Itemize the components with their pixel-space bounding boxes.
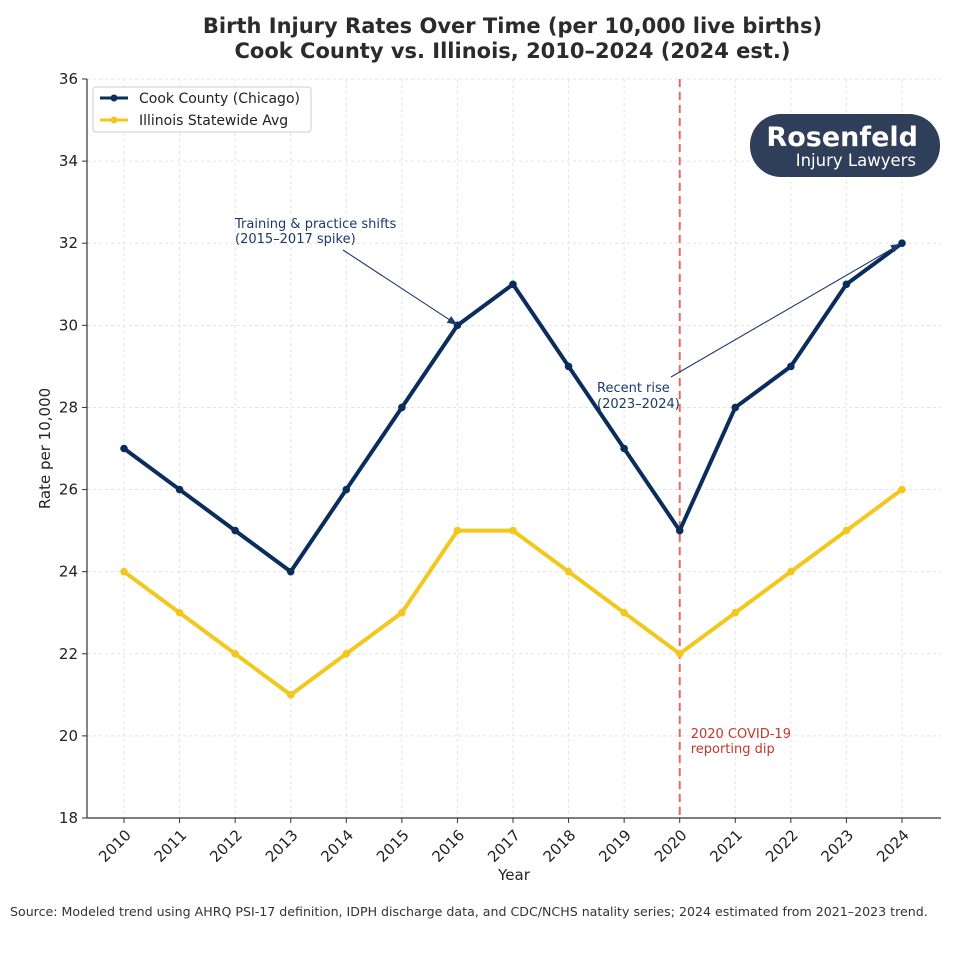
annotation-line: Recent rise [597, 381, 670, 396]
data-point-cook [342, 485, 351, 494]
x-tick-label: 2010 [95, 826, 135, 866]
legend-marker-illinois [110, 116, 118, 124]
x-tick-label: 2013 [262, 826, 302, 866]
data-point-cook [286, 567, 295, 576]
data-point-cook [564, 362, 573, 371]
data-point-cook [842, 280, 851, 289]
data-point-cook [675, 526, 684, 535]
x-tick-label: 2011 [151, 826, 191, 866]
y-tick-label: 28 [59, 398, 78, 416]
y-axis-title: Rate per 10,000 [36, 388, 54, 509]
annotation-training-shifts: Training & practice shifts (2015–2017 spi… [234, 217, 396, 247]
data-point-illinois [898, 485, 906, 494]
annotation-arrow-training [342, 249, 458, 325]
y-tick-label: 32 [59, 234, 78, 252]
y-tick-label: 30 [59, 316, 78, 334]
data-point-cook [898, 239, 906, 248]
line-chart: 2020 COVID-19 reporting dip 1820222426283… [36, 70, 941, 884]
logo-tagline: Injury Lawyers [796, 151, 916, 170]
data-point-cook [120, 444, 128, 453]
data-point-illinois [842, 526, 851, 535]
annotation-line: (2015–2017 spike) [235, 232, 356, 247]
annotations: Training & practice shifts (2015–2017 spi… [234, 217, 901, 412]
covid-dip-label-line: reporting dip [691, 742, 775, 757]
logo-name: Rosenfeld [766, 122, 918, 153]
data-point-cook [620, 444, 628, 453]
rosenfeld-logo: Rosenfeld Injury Lawyers [750, 114, 940, 177]
series-lines [120, 239, 906, 699]
x-tick-label: 2015 [373, 826, 413, 866]
annotation-arrow-recent [670, 243, 901, 378]
source-note: Source: Modeled trend using AHRQ PSI-17 … [10, 904, 928, 919]
data-point-illinois [675, 649, 684, 658]
data-point-cook [731, 403, 740, 412]
y-tick-label: 34 [59, 152, 78, 170]
data-point-illinois [286, 691, 295, 699]
x-tick-label: 2019 [595, 826, 635, 866]
legend-label-illinois: Illinois Statewide Avg [139, 113, 288, 129]
data-point-illinois [120, 567, 128, 576]
data-point-illinois [453, 526, 462, 535]
x-tick-label: 2020 [651, 826, 691, 866]
grid-lines [87, 78, 941, 819]
x-tick-label: 2016 [429, 826, 469, 866]
chart-title-line-1: Birth Injury Rates Over Time (per 10,000… [202, 14, 823, 38]
y-tick-label: 24 [59, 563, 78, 581]
y-tick-label: 36 [59, 70, 78, 88]
data-point-illinois [175, 608, 184, 617]
covid-dip-label: 2020 COVID-19 reporting dip [691, 727, 791, 757]
data-point-illinois [342, 649, 351, 658]
y-tick-label: 18 [59, 809, 78, 827]
data-point-illinois [231, 649, 239, 658]
x-tick-label: 2022 [762, 826, 802, 866]
legend-label-cook: Cook County (Chicago) [139, 91, 300, 107]
logo-badge [750, 114, 940, 177]
legend-box [92, 86, 312, 133]
data-point-illinois [398, 608, 406, 617]
legend: Cook County (Chicago) Illinois Statewide… [92, 86, 312, 133]
data-point-cook [787, 362, 795, 371]
x-tick-label: 2023 [818, 826, 858, 866]
y-tick-label: 26 [59, 481, 78, 499]
x-tick-label: 2024 [873, 826, 913, 866]
data-point-illinois [620, 608, 628, 617]
x-tick-label: 2021 [706, 826, 746, 866]
y-tick-label: 22 [59, 645, 78, 663]
data-point-cook [175, 485, 184, 494]
data-point-illinois [564, 567, 573, 576]
covid-dip-label-line: 2020 COVID-19 [691, 727, 791, 742]
data-point-illinois [787, 567, 795, 576]
x-tick-label: 2017 [484, 826, 524, 866]
x-tick-label: 2012 [206, 826, 246, 866]
data-point-cook [398, 403, 406, 412]
series-line-illinois [122, 487, 904, 697]
annotation-line: Training & practice shifts [234, 217, 396, 232]
covid-reference-line: 2020 COVID-19 reporting dip [678, 79, 791, 818]
data-point-illinois [509, 526, 517, 535]
annotation-line: (2023–2024) [597, 397, 680, 412]
x-axis-title: Year [497, 866, 531, 884]
chart-title: Birth Injury Rates Over Time (per 10,000… [0, 14, 980, 64]
y-tick-label: 20 [59, 727, 78, 745]
data-point-illinois [731, 608, 740, 617]
legend-marker-cook [110, 94, 118, 102]
data-point-cook [231, 526, 239, 535]
annotation-recent-rise: Recent rise (2023–2024) [597, 381, 680, 412]
chart-title-line-2: Cook County vs. Illinois, 2010–2024 (202… [234, 39, 791, 63]
x-tick-label: 2018 [540, 826, 580, 866]
x-tick-label: 2014 [317, 826, 357, 866]
data-point-cook [509, 280, 517, 289]
